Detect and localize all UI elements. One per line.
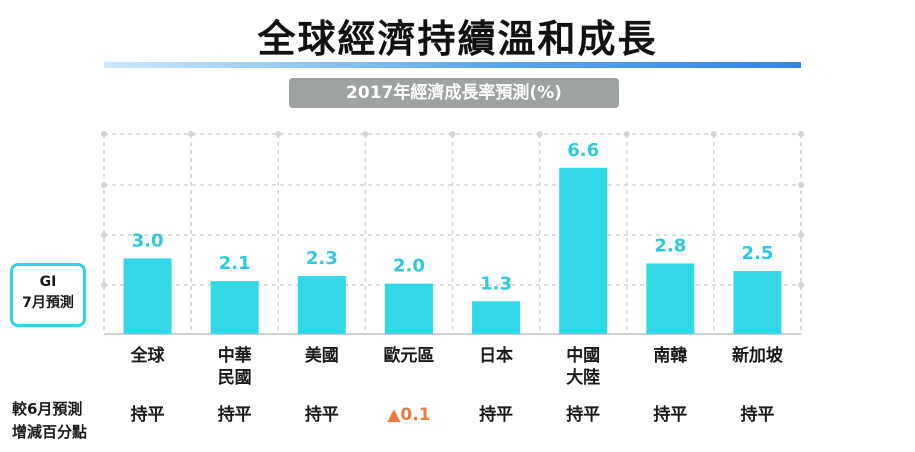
compare-value: 持平 bbox=[566, 404, 600, 425]
category-label: 民國 bbox=[218, 368, 252, 388]
bar-value-label: 2.0 bbox=[393, 256, 425, 277]
bar-value-label: 3.0 bbox=[132, 230, 164, 251]
compare-value: ▲0.1 bbox=[387, 405, 430, 425]
bar bbox=[384, 283, 433, 334]
compare-row-label-2: 增減百分點 bbox=[12, 423, 88, 441]
category-label: 中華 bbox=[218, 345, 252, 366]
grid-dot bbox=[362, 131, 369, 137]
category-label: 歐元區 bbox=[383, 345, 434, 366]
bar bbox=[297, 276, 346, 334]
compare-value: 持平 bbox=[218, 404, 252, 425]
category-label: 美國 bbox=[305, 345, 339, 366]
category-label: 大陸 bbox=[566, 367, 600, 388]
bar bbox=[123, 258, 172, 334]
bar bbox=[472, 301, 521, 334]
bar bbox=[559, 167, 608, 334]
bar-value-label: 2.8 bbox=[654, 235, 686, 256]
bar bbox=[733, 271, 782, 334]
category-label: 新加坡 bbox=[732, 345, 783, 366]
grid-dot bbox=[798, 131, 804, 137]
grid-dot bbox=[101, 232, 107, 238]
bar-value-label: 2.1 bbox=[219, 253, 251, 274]
compare-value: 持平 bbox=[653, 404, 687, 425]
grid-dot bbox=[275, 131, 282, 137]
grid-dot bbox=[798, 282, 804, 288]
category-label: 全球 bbox=[130, 345, 166, 366]
grid-dot bbox=[710, 131, 717, 137]
grid-dot bbox=[101, 131, 107, 137]
grid-dot bbox=[449, 131, 456, 137]
grid-dot bbox=[536, 131, 543, 137]
series-legend-box: GI 7月預測 bbox=[10, 263, 86, 327]
bar-value-label: 6.6 bbox=[567, 140, 599, 161]
bar-value-label: 1.3 bbox=[480, 273, 512, 294]
legend-line-2: 7月預測 bbox=[22, 295, 74, 311]
compare-value: 持平 bbox=[740, 404, 774, 425]
compare-value: 持平 bbox=[305, 404, 339, 425]
legend-line-1: GI bbox=[39, 274, 57, 290]
bar-value-label: 2.5 bbox=[741, 243, 773, 264]
compare-row-label-1: 較6月預測 bbox=[12, 400, 83, 418]
grid-dot bbox=[188, 131, 195, 137]
category-label: 南韓 bbox=[653, 345, 687, 366]
grid-dot bbox=[623, 131, 630, 137]
title-underline bbox=[104, 62, 801, 68]
chart-subtitle: 2017年經濟成長率預測(%) bbox=[289, 78, 619, 108]
bar bbox=[210, 281, 259, 334]
chart-grid bbox=[101, 131, 804, 335]
compare-value: 持平 bbox=[131, 404, 165, 425]
chart-bars bbox=[123, 167, 782, 334]
compare-value: 持平 bbox=[479, 404, 513, 425]
bar-value-label: 2.3 bbox=[306, 248, 338, 269]
bar bbox=[646, 263, 695, 334]
grid-dot bbox=[798, 232, 804, 238]
category-label: 中國 bbox=[566, 345, 600, 366]
category-label: 日本 bbox=[479, 345, 513, 366]
grid-dot bbox=[101, 282, 107, 288]
page-title: 全球經濟持續溫和成長 bbox=[257, 17, 658, 61]
